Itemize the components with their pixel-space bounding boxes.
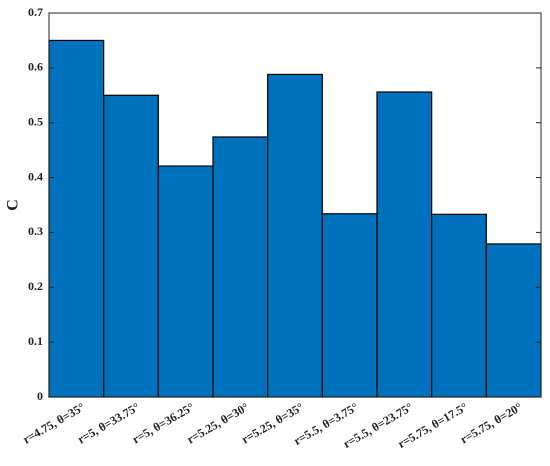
bar [267,73,323,398]
bar [48,39,105,398]
y-tick-label: 0.2 [28,279,43,293]
y-tick-label: 0.3 [28,224,43,238]
bar [485,243,542,398]
y-tick-label: 0.7 [28,5,43,19]
y-tick-label: 0.4 [28,169,43,183]
bar [431,213,487,398]
bar [103,94,159,398]
bar [321,213,378,398]
y-axis-label: C [5,199,22,211]
y-tick-label: 0.5 [28,114,43,128]
y-tick-label: 0.6 [28,60,43,74]
bar [376,91,433,398]
y-tick-label: 0.1 [28,334,43,348]
x-tick-label: r=5.75, θ=20° [458,400,525,447]
bar [157,165,214,398]
axes-box [48,12,542,398]
y-tick-label: 0 [37,389,43,403]
bar [212,136,269,398]
